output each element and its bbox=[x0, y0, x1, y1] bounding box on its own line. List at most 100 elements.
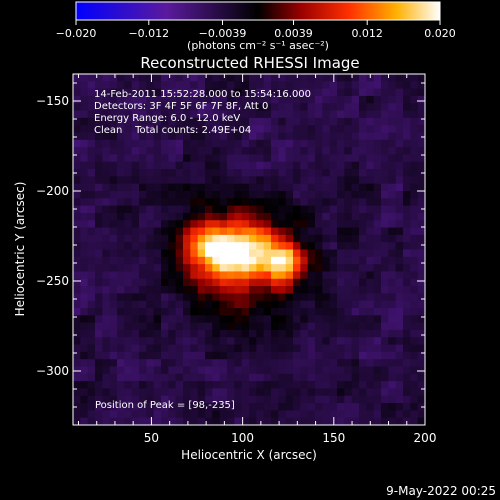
heatmap-cell bbox=[344, 271, 353, 280]
heatmap-cell bbox=[109, 110, 118, 119]
heatmap-cell bbox=[124, 227, 133, 236]
heatmap-cell bbox=[73, 395, 81, 404]
heatmap-cell bbox=[227, 103, 235, 111]
heatmap-cell bbox=[373, 403, 382, 411]
heatmap-cell bbox=[249, 315, 257, 324]
heatmap-cell bbox=[168, 373, 177, 382]
heatmap-cell bbox=[153, 147, 162, 155]
heatmap-cell bbox=[227, 176, 235, 185]
heatmap-cell bbox=[381, 417, 389, 426]
heatmap-cell bbox=[161, 212, 169, 221]
heatmap-cell bbox=[124, 139, 133, 148]
heatmap-cell bbox=[366, 366, 375, 375]
heatmap-cell bbox=[183, 395, 191, 404]
heatmap-cell bbox=[161, 278, 169, 287]
heatmap-cell bbox=[271, 205, 279, 214]
heatmap-cell bbox=[131, 227, 140, 236]
heatmap-cell bbox=[197, 227, 206, 236]
heatmap-cell bbox=[351, 293, 360, 302]
heatmap-cell bbox=[241, 125, 250, 133]
heatmap-cell bbox=[263, 220, 272, 228]
heatmap-cell bbox=[395, 212, 404, 221]
heatmap-cell bbox=[146, 322, 155, 331]
heatmap-cell bbox=[102, 373, 111, 382]
heatmap-cell bbox=[410, 271, 419, 280]
heatmap-cell bbox=[300, 403, 309, 411]
heatmap-cell bbox=[381, 212, 389, 221]
heatmap-cell bbox=[102, 74, 111, 82]
heatmap-cell bbox=[190, 234, 199, 243]
heatmap-cell bbox=[359, 183, 367, 192]
heatmap-cell bbox=[73, 176, 81, 185]
heatmap-cell bbox=[315, 300, 323, 309]
heatmap-cell bbox=[183, 337, 191, 345]
heatmap-cell bbox=[190, 344, 199, 353]
heatmap-cell bbox=[322, 249, 331, 258]
heatmap-cell bbox=[95, 403, 103, 411]
heatmap-cell bbox=[234, 234, 243, 243]
heatmap-cell bbox=[87, 322, 96, 331]
heatmap-cell bbox=[337, 234, 345, 243]
heatmap-cell bbox=[241, 205, 250, 214]
heatmap-cell bbox=[285, 88, 294, 97]
heatmap-cell bbox=[183, 132, 191, 141]
heatmap-cell bbox=[410, 403, 419, 411]
heatmap-cell bbox=[256, 161, 265, 170]
heatmap-cell bbox=[329, 256, 338, 265]
heatmap-cell bbox=[146, 256, 155, 265]
heatmap-cell bbox=[212, 300, 221, 309]
heatmap-cell bbox=[168, 198, 177, 207]
heatmap-cell bbox=[153, 388, 162, 397]
heatmap-cell bbox=[300, 351, 309, 360]
heatmap-cell bbox=[124, 300, 133, 309]
heatmap-cell bbox=[183, 249, 191, 258]
heatmap-cell bbox=[161, 337, 169, 345]
heatmap-cell bbox=[293, 139, 301, 148]
heatmap-cell bbox=[329, 183, 338, 192]
heatmap-cell bbox=[344, 154, 353, 163]
heatmap-cell bbox=[359, 293, 367, 302]
heatmap-cell bbox=[315, 110, 323, 119]
heatmap-cell bbox=[139, 139, 147, 148]
heatmap-cell bbox=[381, 373, 389, 382]
heatmap-cell bbox=[219, 81, 228, 90]
heatmap-cell bbox=[366, 88, 375, 97]
heatmap-cell bbox=[117, 234, 125, 243]
heatmap-cell bbox=[168, 95, 177, 104]
heatmap-cell bbox=[249, 395, 257, 404]
heatmap-cell bbox=[351, 176, 360, 185]
heatmap-cell bbox=[417, 139, 426, 148]
heatmap-cell bbox=[278, 183, 287, 192]
heatmap-cell bbox=[146, 308, 155, 316]
heatmap-cell bbox=[315, 403, 323, 411]
heatmap-cell bbox=[102, 322, 111, 331]
heatmap-cell bbox=[95, 264, 103, 272]
heatmap-cell bbox=[197, 278, 206, 287]
heatmap-cell bbox=[139, 176, 147, 185]
heatmap-cell bbox=[124, 373, 133, 382]
heatmap-cell bbox=[366, 293, 375, 302]
heatmap-cell bbox=[241, 395, 250, 404]
heatmap-cell bbox=[271, 388, 279, 397]
heatmap-cell bbox=[102, 147, 111, 155]
heatmap-cell bbox=[87, 264, 96, 272]
heatmap-cell bbox=[168, 220, 177, 228]
heatmap-cell bbox=[359, 103, 367, 111]
heatmap-cell bbox=[293, 315, 301, 324]
heatmap-cell bbox=[278, 351, 287, 360]
heatmap-cell bbox=[271, 278, 279, 287]
heatmap-cell bbox=[351, 359, 360, 367]
heatmap-cell bbox=[249, 88, 257, 97]
heatmap-cell bbox=[212, 388, 221, 397]
heatmap-cell bbox=[117, 300, 125, 309]
heatmap-cell bbox=[183, 74, 191, 82]
heatmap-cell bbox=[322, 403, 331, 411]
heatmap-cell bbox=[212, 205, 221, 214]
heatmap-cell bbox=[139, 329, 147, 338]
heatmap-cell bbox=[87, 95, 96, 104]
heatmap-cell bbox=[351, 110, 360, 119]
heatmap-cell bbox=[175, 308, 184, 316]
heatmap-cell bbox=[293, 88, 301, 97]
heatmap-cell bbox=[205, 139, 213, 148]
heatmap-cell bbox=[73, 337, 81, 345]
